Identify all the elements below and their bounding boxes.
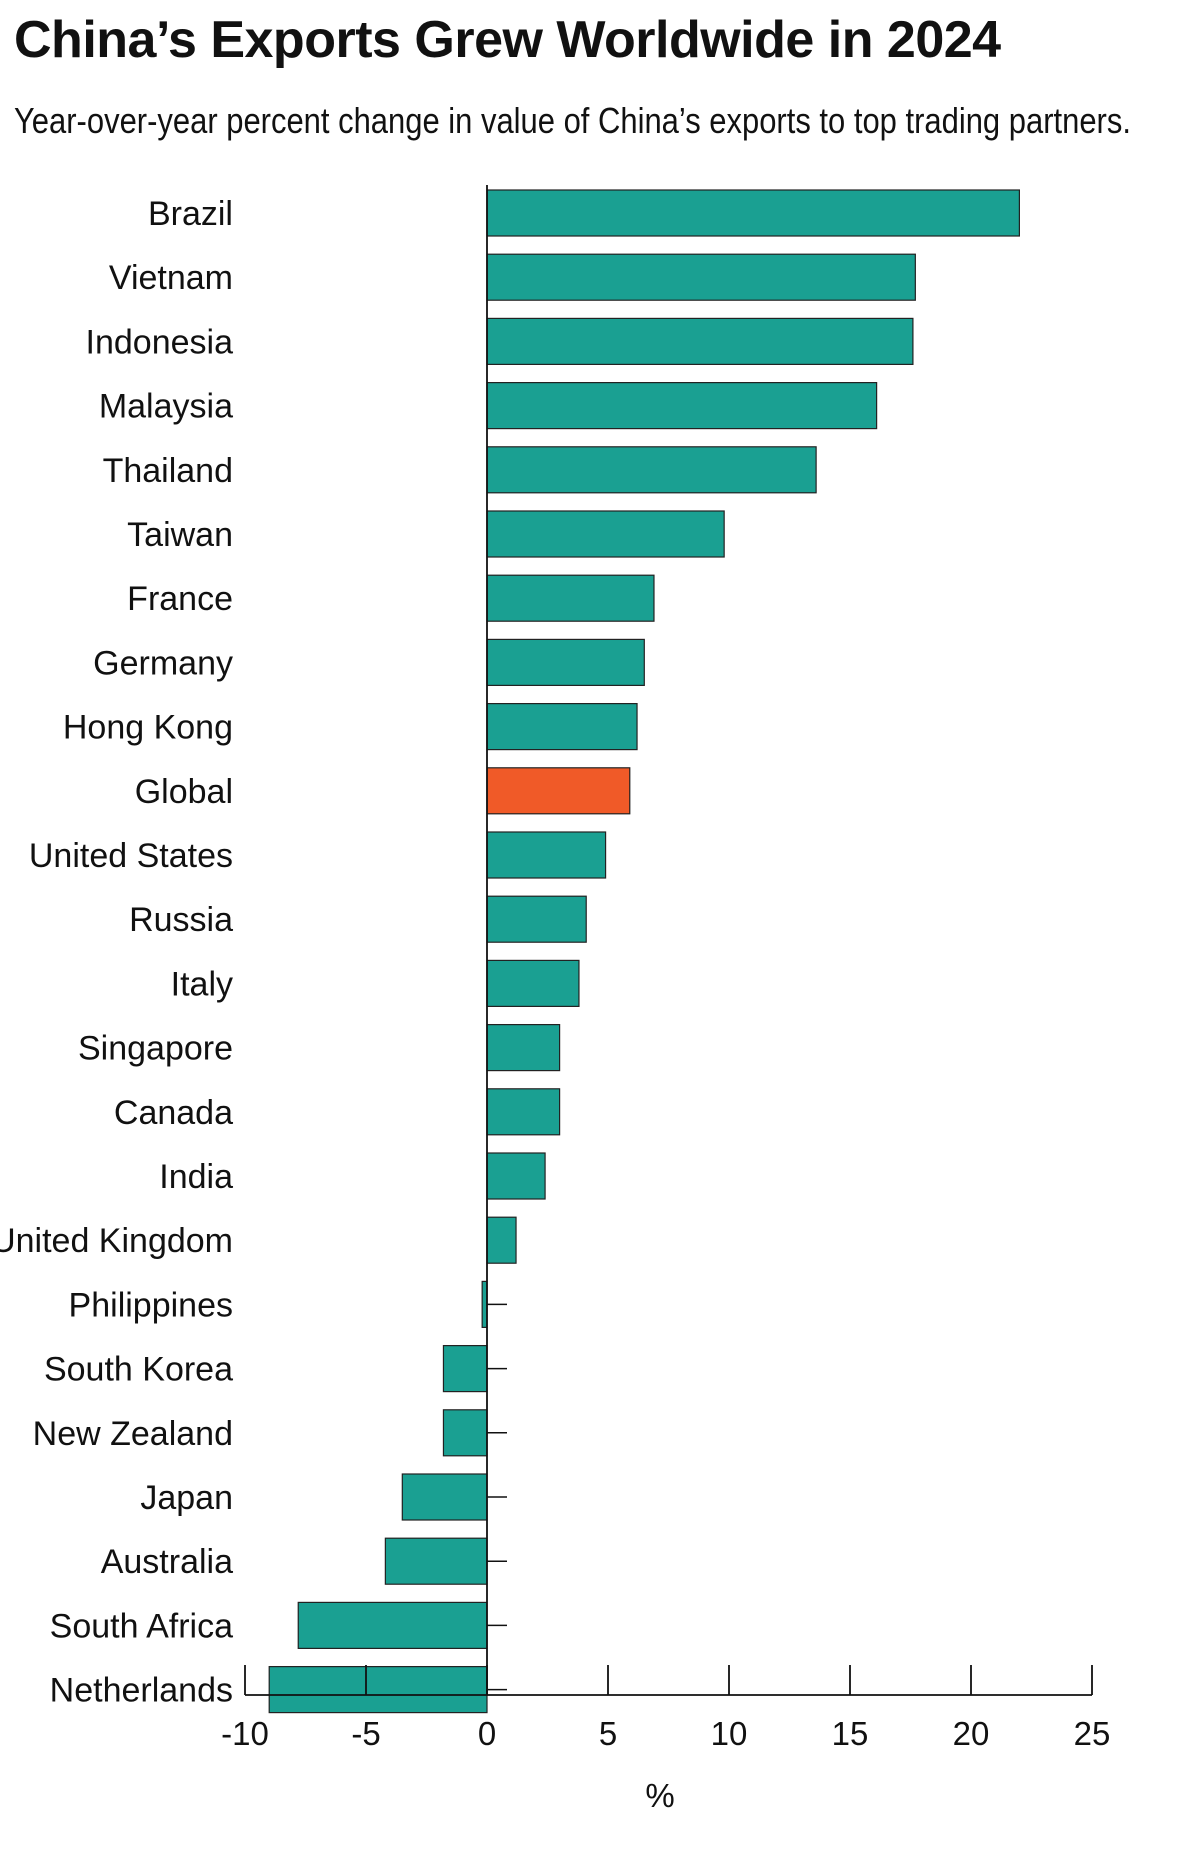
x-axis-label: % xyxy=(645,1777,674,1814)
category-label: Canada xyxy=(114,1094,233,1132)
x-tick-label: -5 xyxy=(351,1715,380,1752)
category-label: India xyxy=(159,1158,233,1196)
category-label: Philippines xyxy=(69,1286,233,1324)
bar-india xyxy=(486,1152,546,1200)
category-label: Netherlands xyxy=(50,1672,233,1710)
category-label: Indonesia xyxy=(86,323,234,361)
bar-germany xyxy=(486,638,645,687)
bar-italy xyxy=(486,959,580,1008)
bar-global xyxy=(486,767,631,815)
x-tick-label: 0 xyxy=(478,1715,496,1752)
category-label: Hong Kong xyxy=(63,709,233,747)
bar-united-kingdom xyxy=(486,1216,517,1264)
bar-netherlands xyxy=(268,1665,488,1714)
category-label: Vietnam xyxy=(109,259,233,297)
x-tick-label: -10 xyxy=(221,1715,269,1752)
bar-vietnam xyxy=(486,253,916,301)
category-label: France xyxy=(127,580,233,618)
category-label: Singapore xyxy=(78,1030,233,1068)
x-tick-label: 10 xyxy=(711,1715,748,1752)
category-label: New Zealand xyxy=(33,1415,233,1453)
bar-canada xyxy=(486,1088,561,1136)
bar-brazil xyxy=(486,189,1021,237)
chart-subtitle: Year-over-year percent change in value o… xyxy=(14,100,1131,141)
category-label: Italy xyxy=(171,965,233,1003)
bar-france xyxy=(486,574,655,622)
category-label: Australia xyxy=(101,1543,233,1581)
category-label: Japan xyxy=(140,1479,233,1517)
category-label: South Africa xyxy=(50,1607,233,1645)
category-label: Thailand xyxy=(103,452,233,490)
bar-south-korea xyxy=(442,1344,488,1393)
category-label: Brazil xyxy=(148,195,233,233)
x-tick-label: 5 xyxy=(599,1715,617,1752)
bar-malaysia xyxy=(486,382,878,430)
x-tick-label: 20 xyxy=(953,1715,990,1752)
bar-taiwan xyxy=(486,510,725,558)
category-label: United States xyxy=(29,837,233,875)
bar-indonesia xyxy=(486,317,914,365)
bar-australia xyxy=(384,1537,488,1585)
bar-new-zealand xyxy=(442,1409,488,1457)
category-label: Malaysia xyxy=(99,388,233,426)
category-label: South Korea xyxy=(44,1351,233,1389)
bar-thailand xyxy=(486,446,817,494)
category-label: Germany xyxy=(93,644,233,682)
chart-title: China’s Exports Grew Worldwide in 2024 xyxy=(14,11,1001,69)
bar-russia xyxy=(486,895,587,943)
category-label: Global xyxy=(135,773,233,811)
bar-south-africa xyxy=(297,1601,488,1650)
category-label: United Kingdom xyxy=(0,1222,233,1260)
bar-japan xyxy=(401,1473,488,1521)
x-tick-label: 25 xyxy=(1074,1715,1111,1752)
bar-singapore xyxy=(486,1023,561,1072)
category-label: Russia xyxy=(129,901,233,939)
bar-united-states xyxy=(486,831,607,879)
bar-hong-kong xyxy=(486,702,638,751)
category-label: Taiwan xyxy=(127,516,233,554)
x-tick-label: 15 xyxy=(832,1715,869,1752)
